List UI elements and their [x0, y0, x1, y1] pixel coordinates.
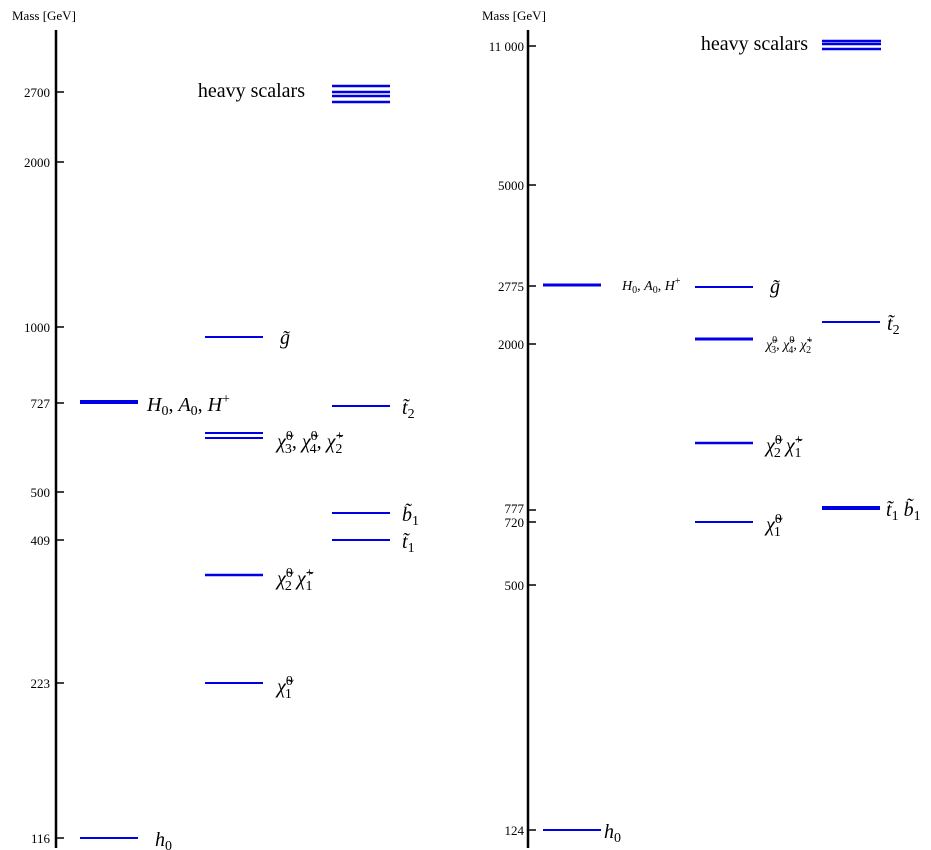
label-heavy-scalars: heavy scalars — [701, 33, 808, 55]
left-tick-label: 727 — [31, 396, 51, 411]
left-tick-label: 2000 — [24, 155, 50, 170]
right-tick-label: 720 — [505, 515, 525, 530]
label-heavy-scalars: heavy scalars — [198, 80, 305, 102]
label-stop2: t̃2 — [887, 313, 900, 338]
right-labels: heavy scalars h0 H0, A0, H+ g̃ χ̃0 3, χ̃0… — [604, 33, 921, 846]
left-tick-label: 116 — [31, 831, 51, 846]
label-H0-A0-Hplus: H0, A0, H+ — [146, 392, 230, 419]
left-tick-label: 223 — [31, 676, 51, 691]
left-tick-label: 2700 — [24, 85, 50, 100]
right-tick-label: 500 — [505, 578, 525, 593]
left-levels — [80, 84, 390, 839]
label-gluino: g̃ — [280, 327, 290, 349]
label-gluino: g̃ — [770, 276, 780, 298]
right-axis-title: Mass [GeV] — [482, 8, 546, 23]
left-ticks: 2700 2000 1000 727 500 409 223 116 — [24, 85, 64, 846]
left-labels: heavy scalars h0 H0, A0, H+ g̃ χ̃0 3, χ̃0… — [146, 80, 419, 850]
left-tick-label: 1000 — [24, 320, 50, 335]
left-tick-label: 409 — [31, 533, 51, 548]
left-panel: Mass [GeV] 2700 2000 1000 727 500 409 22… — [12, 8, 419, 850]
label-chi20-chi1plus: χ̃0 2 χ̃+ 1 — [275, 566, 314, 594]
right-tick-label: 124 — [505, 823, 525, 838]
label-chi10: χ̃0 1 — [764, 512, 783, 540]
right-tick-label: 11 000 — [489, 39, 524, 54]
label-chi10: χ̃0 1 — [275, 674, 294, 702]
label-stop2: t̃2 — [402, 397, 415, 422]
right-tick-label: 2000 — [498, 337, 524, 352]
right-panel: Mass [GeV] 11 000 5000 2775 2000 777 720… — [482, 8, 921, 848]
label-chi20-chi1plus: χ̃0 2 χ̃+ 1 — [764, 433, 803, 461]
right-levels — [543, 39, 881, 831]
label-chi30-chi40-chi2plus: χ̃0 3, χ̃0 4, χ̃+ 2 — [275, 429, 343, 457]
right-tick-label: 2775 — [498, 279, 524, 294]
left-tick-label: 500 — [31, 485, 51, 500]
left-axis-title: Mass [GeV] — [12, 8, 76, 23]
right-tick-label: 5000 — [498, 178, 524, 193]
right-tick-label: 777 — [505, 501, 525, 516]
label-stop1: t̃1 — [402, 531, 415, 556]
label-H0-A0-Hplus: H0, A0, H+ — [621, 276, 681, 296]
label-stop1-sbottom1: t̃1 b̃1 — [886, 497, 921, 524]
label-h0: h0 — [155, 829, 172, 850]
label-h0: h0 — [604, 821, 621, 846]
label-sbottom1: b̃1 — [402, 502, 419, 529]
right-ticks: 11 000 5000 2775 2000 777 720 500 124 — [489, 39, 536, 838]
label-chi30-chi40-chi2plus: χ̃0 3, χ̃0 4, χ̃+ 2 — [764, 335, 813, 356]
